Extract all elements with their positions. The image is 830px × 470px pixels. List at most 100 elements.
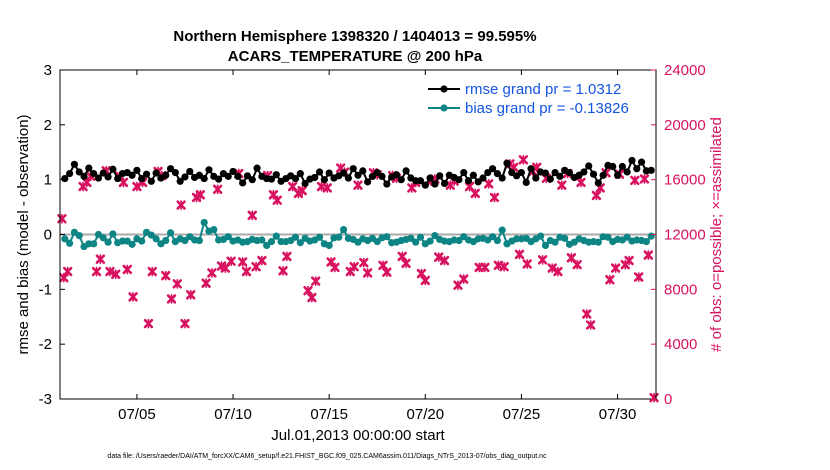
bias-point <box>200 218 208 227</box>
bias-point <box>291 233 300 241</box>
bias-point <box>181 236 189 245</box>
bias-point <box>61 235 69 243</box>
rmse-point <box>315 168 324 176</box>
rmse-point <box>623 168 631 176</box>
x-tick-label: 07/30 <box>599 406 637 423</box>
bias-point <box>455 236 463 245</box>
rmse-point <box>94 174 103 182</box>
obs-count-marker <box>489 192 500 203</box>
obs-count-marker <box>537 254 548 265</box>
obs-count-marker <box>353 180 363 191</box>
obs-count-marker <box>105 266 115 277</box>
obs-count-marker <box>362 268 373 278</box>
rmse-point <box>503 159 511 167</box>
rmse-point <box>488 165 497 173</box>
legend-rmse-label: rmse grand pr = 1.0312 <box>465 81 621 98</box>
obs-count-marker <box>420 275 430 286</box>
obs-count-marker <box>161 270 171 281</box>
rmse-point <box>633 165 641 173</box>
y-right-tick-label: 16000 <box>664 172 706 189</box>
rmse-point <box>551 168 559 177</box>
rmse-point <box>378 172 386 180</box>
bias-point <box>373 238 381 246</box>
y-left-axis-label: rmse and bias (model - observation) <box>15 114 32 354</box>
bias-point <box>623 233 631 241</box>
legend: rmse grand pr = 1.0312 bias grand pr = -… <box>423 76 650 119</box>
data-file-footer: data file: /Users/raeder/DAI/ATM_forcXX/… <box>107 453 547 460</box>
rmse-point <box>383 180 391 188</box>
y-left-tick-label: -3 <box>39 391 52 408</box>
legend-bias-label: bias grand pr = -0.13826 <box>465 100 629 117</box>
obs-count-marker <box>459 274 469 284</box>
rmse-point <box>416 177 425 185</box>
bias-point <box>594 238 602 246</box>
bias-point <box>210 225 218 234</box>
legend-bias-marker <box>440 104 448 112</box>
bias-point <box>412 238 420 246</box>
y-left-tick-label: -2 <box>39 336 52 353</box>
obs-count-marker <box>278 265 288 276</box>
rmse-point <box>229 167 237 176</box>
obs-count-marker <box>212 184 223 195</box>
rmse-point <box>296 170 304 178</box>
bias-point <box>315 233 324 241</box>
rmse-point <box>272 171 280 179</box>
obs-count-marker <box>547 263 557 273</box>
rmse-point <box>181 173 189 181</box>
rmse-point <box>142 170 151 178</box>
x-tick-label: 07/25 <box>503 406 541 423</box>
chart-title-line2: ACARS_TEMPERATURE @ 200 hPa <box>228 48 483 65</box>
y-right-tick-label: 20000 <box>664 117 706 134</box>
rmse-point <box>66 170 74 178</box>
y-left-tick-label: 3 <box>44 62 52 79</box>
bias-point <box>416 233 425 241</box>
obs-count-marker <box>226 256 236 267</box>
obs-count-marker <box>514 249 525 260</box>
bias-point <box>75 231 83 240</box>
bias-point <box>335 233 343 241</box>
rmse-point <box>460 168 468 177</box>
obs-count-marker <box>518 154 529 165</box>
rmse-point <box>75 168 83 176</box>
rmse-point <box>349 165 357 173</box>
rmse-point <box>527 165 535 173</box>
bias-point <box>224 233 232 241</box>
x-axis-label: Jul.01,2013 00:00:00 start <box>271 427 445 444</box>
rmse-point <box>291 174 300 183</box>
obs-count-marker <box>307 292 317 303</box>
obs-count-marker <box>576 177 586 188</box>
obs-count-marker <box>557 180 567 191</box>
y-left-tick-label: 0 <box>44 227 52 244</box>
obs-count-marker <box>118 177 129 188</box>
obs-count-marker <box>630 175 640 186</box>
obs-count-marker <box>207 268 217 278</box>
rmse-point <box>392 171 401 179</box>
bias-point <box>99 234 107 242</box>
legend-box <box>423 76 650 119</box>
obs-count-marker <box>282 251 292 262</box>
bias-point <box>325 241 333 250</box>
rmse-point <box>541 169 550 177</box>
rmse-point <box>522 178 530 187</box>
obs-count-marker <box>128 291 138 302</box>
rmse-point <box>85 164 93 172</box>
obs-count-marker <box>434 252 444 262</box>
rmse-point <box>104 173 112 181</box>
rmse-point <box>440 179 449 188</box>
obs-count-marker <box>122 264 132 275</box>
rmse-point <box>613 171 622 179</box>
rmse-point <box>565 168 574 177</box>
bias-point <box>267 238 276 246</box>
rmse-point <box>205 166 213 174</box>
bias-point <box>195 236 203 245</box>
obs-count-marker <box>241 266 252 277</box>
obs-count-marker <box>172 278 182 289</box>
bias-point <box>431 231 439 240</box>
rmse-point <box>426 174 434 182</box>
obs-count-marker <box>349 261 359 272</box>
bias-point <box>90 240 98 248</box>
bias-point <box>104 238 112 246</box>
obs-count-marker <box>95 254 106 265</box>
rmse-point <box>267 175 276 183</box>
obs-count-marker <box>186 289 196 300</box>
